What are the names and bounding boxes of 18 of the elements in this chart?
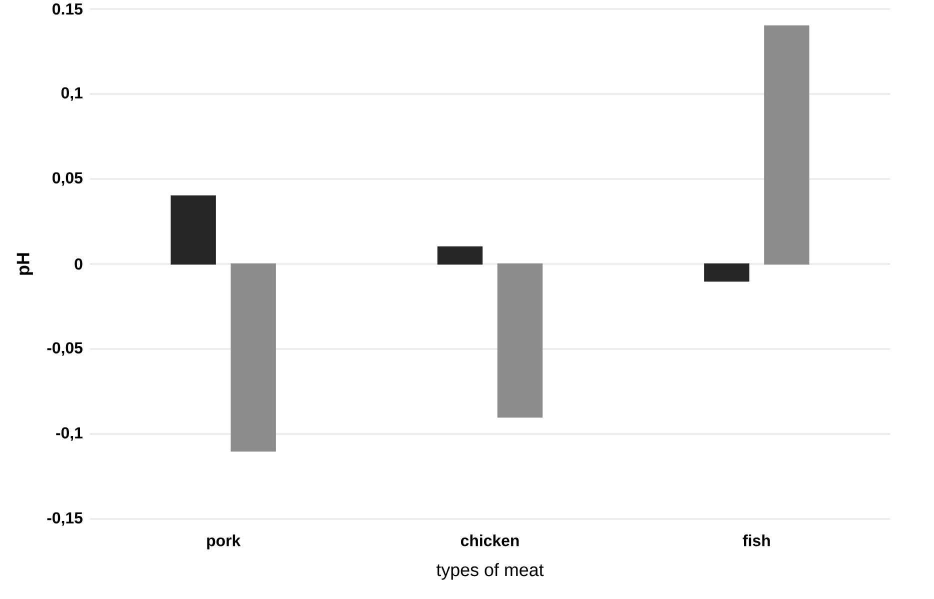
y-tick-label: -0,05 (47, 342, 82, 356)
bar (764, 25, 810, 265)
y-tick-label: 0.15 (52, 3, 82, 15)
x-tick-label: fish (742, 534, 770, 546)
x-tick-label: chicken (460, 534, 519, 546)
y-tick-label: 0,1 (61, 87, 82, 101)
x-tick-label: pork (207, 534, 241, 550)
bar (230, 263, 276, 452)
bar (170, 195, 216, 265)
x-axis-title: types of meat (436, 563, 544, 580)
bar (497, 263, 543, 418)
y-axis-title: pH (16, 253, 33, 275)
y-tick-label: 0,05 (52, 172, 82, 186)
y-tick-label: -0,1 (56, 427, 82, 441)
bar (437, 246, 483, 265)
y-tick-label: -0,15 (47, 512, 82, 526)
bar (704, 263, 750, 282)
y-tick-label: 0 (74, 258, 82, 270)
